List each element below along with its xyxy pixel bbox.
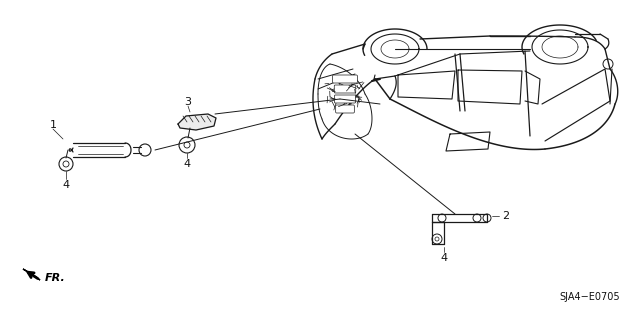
Circle shape	[59, 157, 73, 171]
Circle shape	[603, 59, 613, 69]
Circle shape	[179, 137, 195, 153]
Circle shape	[432, 234, 442, 244]
FancyBboxPatch shape	[334, 85, 356, 93]
Circle shape	[63, 161, 69, 167]
Text: 1: 1	[49, 120, 56, 130]
Circle shape	[438, 214, 446, 222]
Polygon shape	[178, 114, 216, 130]
Circle shape	[184, 142, 190, 148]
Circle shape	[483, 214, 491, 222]
Text: SJA4−E0705: SJA4−E0705	[560, 292, 620, 302]
Text: 4: 4	[184, 159, 191, 169]
Circle shape	[473, 214, 481, 222]
Text: 3: 3	[184, 97, 191, 107]
FancyBboxPatch shape	[335, 95, 356, 103]
Circle shape	[435, 237, 439, 241]
Text: 4: 4	[440, 253, 447, 263]
Circle shape	[139, 144, 151, 156]
FancyBboxPatch shape	[335, 105, 355, 113]
Polygon shape	[23, 269, 40, 280]
FancyBboxPatch shape	[333, 75, 357, 83]
Text: 2: 2	[502, 211, 509, 221]
Text: FR.: FR.	[45, 273, 66, 283]
Text: 4: 4	[63, 180, 70, 190]
